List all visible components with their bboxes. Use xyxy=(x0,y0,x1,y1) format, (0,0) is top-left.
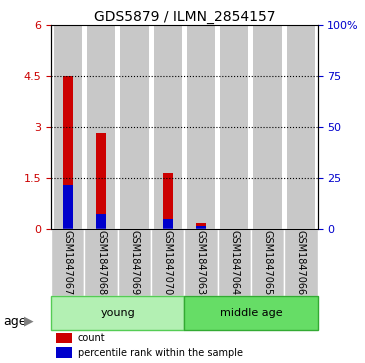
Bar xyxy=(96,214,106,229)
Bar xyxy=(96,132,106,229)
Text: middle age: middle age xyxy=(220,308,282,318)
Text: GSM1847070: GSM1847070 xyxy=(163,230,173,295)
Text: GSM1847063: GSM1847063 xyxy=(196,231,206,295)
Bar xyxy=(163,174,173,229)
Bar xyxy=(284,229,318,296)
Bar xyxy=(251,229,284,296)
Bar xyxy=(63,77,73,229)
Bar xyxy=(253,25,282,229)
Bar xyxy=(51,229,84,296)
Bar xyxy=(287,25,315,229)
Bar xyxy=(196,226,206,229)
Text: GSM1847069: GSM1847069 xyxy=(129,231,139,295)
Text: GSM1847068: GSM1847068 xyxy=(96,231,106,295)
Bar xyxy=(118,229,151,296)
Bar xyxy=(184,296,318,330)
Bar xyxy=(154,25,182,229)
Bar xyxy=(84,229,118,296)
Bar xyxy=(184,229,218,296)
Text: GSM1847066: GSM1847066 xyxy=(296,231,306,295)
Bar xyxy=(63,185,73,229)
Title: GDS5879 / ILMN_2854157: GDS5879 / ILMN_2854157 xyxy=(93,11,275,24)
Text: percentile rank within the sample: percentile rank within the sample xyxy=(78,348,243,358)
Bar xyxy=(151,229,184,296)
Text: ▶: ▶ xyxy=(24,315,33,328)
Bar xyxy=(54,25,82,229)
Bar xyxy=(51,296,184,330)
Bar xyxy=(163,219,173,229)
Text: age: age xyxy=(4,315,27,328)
Bar xyxy=(87,25,115,229)
Bar xyxy=(57,333,72,343)
Bar xyxy=(220,25,249,229)
Text: GSM1847067: GSM1847067 xyxy=(63,230,73,295)
Text: GSM1847064: GSM1847064 xyxy=(229,231,239,295)
Text: count: count xyxy=(78,333,105,343)
Bar xyxy=(196,223,206,229)
Text: GSM1847065: GSM1847065 xyxy=(262,230,273,295)
Bar xyxy=(57,347,72,358)
Bar xyxy=(218,229,251,296)
Bar xyxy=(120,25,149,229)
Text: young: young xyxy=(100,308,135,318)
Bar xyxy=(187,25,215,229)
